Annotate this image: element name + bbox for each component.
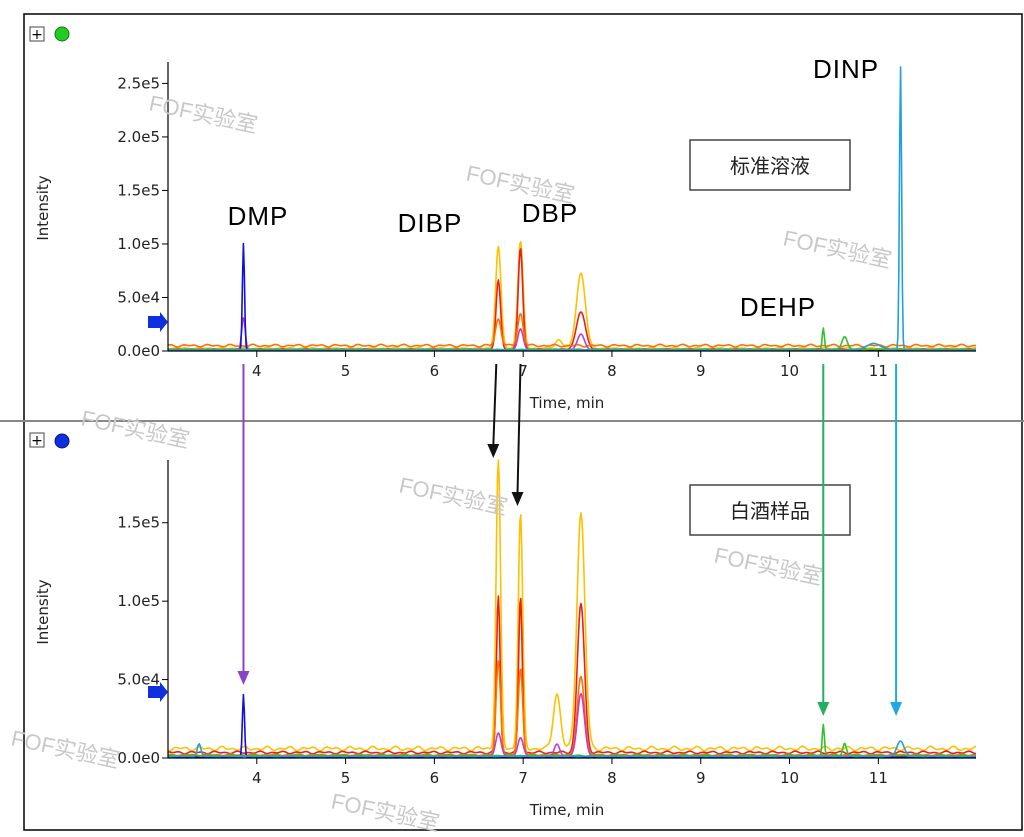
peak-label: DIBP bbox=[398, 208, 463, 238]
connector-arrow-line bbox=[516, 363, 522, 495]
connector-arrow-head bbox=[237, 671, 250, 685]
connector-arrow-head bbox=[487, 444, 500, 458]
connector-arrow-head bbox=[890, 702, 903, 716]
y-tick-label: 0.0e0 bbox=[117, 749, 160, 767]
panel-2-y-ticks: 0.0e0 5.0e4 1.0e5 1.5e5 bbox=[117, 514, 168, 767]
x-tick-label: 7 bbox=[518, 362, 528, 380]
panel-1-expand-button[interactable]: + bbox=[29, 26, 45, 43]
trace-line bbox=[167, 313, 977, 348]
y-tick-label: 1.0e5 bbox=[117, 235, 160, 253]
connector-arrow-head bbox=[817, 702, 830, 716]
panel-2-expand-button[interactable]: + bbox=[29, 432, 45, 449]
x-tick-label: 4 bbox=[252, 769, 262, 787]
trace-line bbox=[167, 740, 977, 758]
x-tick-label: 10 bbox=[780, 769, 799, 787]
panel-standard-solution: 4 5 6 7 8 9 10 11 0.0e0 5.0e4 1.0e5 1.5e5 2.0e5 2.5e… bbox=[34, 54, 977, 412]
watermarks: FOF实验室 FOF实验室 FOF实验室 FOF实验室 FOF实验室 FOF实验… bbox=[9, 90, 894, 835]
x-tick-label: 7 bbox=[518, 769, 528, 787]
x-tick-label: 5 bbox=[341, 769, 351, 787]
connector-arrows bbox=[237, 363, 903, 716]
panel-1-label-box: 标准溶液 bbox=[689, 139, 851, 191]
y-tick-label: 1.0e5 bbox=[117, 592, 160, 610]
watermark: FOF实验室 bbox=[464, 160, 577, 207]
connector-arrow-line bbox=[492, 363, 498, 447]
y-tick-label: 2.5e5 bbox=[117, 74, 160, 92]
svg-text:+: + bbox=[31, 433, 43, 449]
x-tick-label: 10 bbox=[780, 362, 799, 380]
panel-2-x-ticks: 4 5 6 7 8 9 10 11 bbox=[252, 758, 888, 787]
x-tick-label: 8 bbox=[607, 362, 617, 380]
svg-text:白酒样品: 白酒样品 bbox=[730, 499, 810, 523]
watermark: FOF实验室 bbox=[147, 90, 260, 137]
watermark: FOF实验室 bbox=[781, 225, 894, 272]
panel-1-threshold-arrow-icon[interactable] bbox=[148, 312, 168, 332]
peak-label: DINP bbox=[813, 54, 879, 84]
panel-1-y-axis-title: Intensity bbox=[34, 175, 52, 240]
panel-1-peak-labels: DMP DIBP DBP DEHP DINP bbox=[228, 54, 879, 322]
svg-text:+: + bbox=[31, 27, 43, 43]
y-tick-label: 5.0e4 bbox=[117, 288, 160, 306]
trace-line bbox=[167, 66, 977, 351]
x-tick-label: 11 bbox=[869, 362, 888, 380]
peak-label: DEHP bbox=[740, 292, 816, 322]
peak-label: DMP bbox=[228, 201, 289, 231]
watermark: FOF实验室 bbox=[9, 725, 122, 772]
panel-2-y-axis-title: Intensity bbox=[34, 579, 52, 644]
x-tick-label: 4 bbox=[252, 362, 262, 380]
watermark: FOF实验室 bbox=[79, 405, 192, 452]
panel-2-status-dot bbox=[54, 433, 70, 449]
y-tick-label: 5.0e4 bbox=[117, 671, 160, 689]
panel-2-label-box: 白酒样品 bbox=[689, 484, 851, 536]
svg-text:标准溶液: 标准溶液 bbox=[730, 154, 810, 178]
watermark: FOF实验室 bbox=[712, 542, 825, 589]
x-tick-label: 6 bbox=[430, 769, 440, 787]
peak-label: DBP bbox=[522, 198, 578, 228]
connector-arrow-head bbox=[511, 492, 524, 506]
panel-1-x-axis-title: Time, min bbox=[529, 394, 605, 412]
y-tick-label: 1.5e5 bbox=[117, 514, 160, 532]
trace-line bbox=[167, 459, 977, 752]
panel-liquor-sample: 4 5 6 7 8 9 10 11 0.0e0 5.0e4 1.0e5 1.5e5 Time, mi… bbox=[34, 459, 977, 819]
x-tick-label: 6 bbox=[430, 362, 440, 380]
y-tick-label: 2.0e5 bbox=[117, 128, 160, 146]
panel-1-status-dot bbox=[54, 26, 70, 42]
panel-1-x-ticks: 4 5 6 7 8 9 10 11 bbox=[252, 351, 888, 380]
panel-2-traces bbox=[167, 459, 977, 759]
x-tick-label: 9 bbox=[696, 362, 706, 380]
x-tick-label: 8 bbox=[607, 769, 617, 787]
watermark: FOF实验室 bbox=[329, 788, 442, 835]
watermark: FOF实验室 bbox=[397, 472, 510, 519]
x-tick-label: 11 bbox=[869, 769, 888, 787]
panel-2-x-axis-title: Time, min bbox=[529, 801, 605, 819]
x-tick-label: 5 bbox=[341, 362, 351, 380]
panel-1-y-ticks: 0.0e0 5.0e4 1.0e5 1.5e5 2.0e5 2.5e5 bbox=[117, 74, 168, 360]
y-tick-label: 0.0e0 bbox=[117, 342, 160, 360]
x-tick-label: 9 bbox=[696, 769, 706, 787]
panel-2-threshold-arrow-icon[interactable] bbox=[148, 682, 168, 702]
y-tick-label: 1.5e5 bbox=[117, 181, 160, 199]
